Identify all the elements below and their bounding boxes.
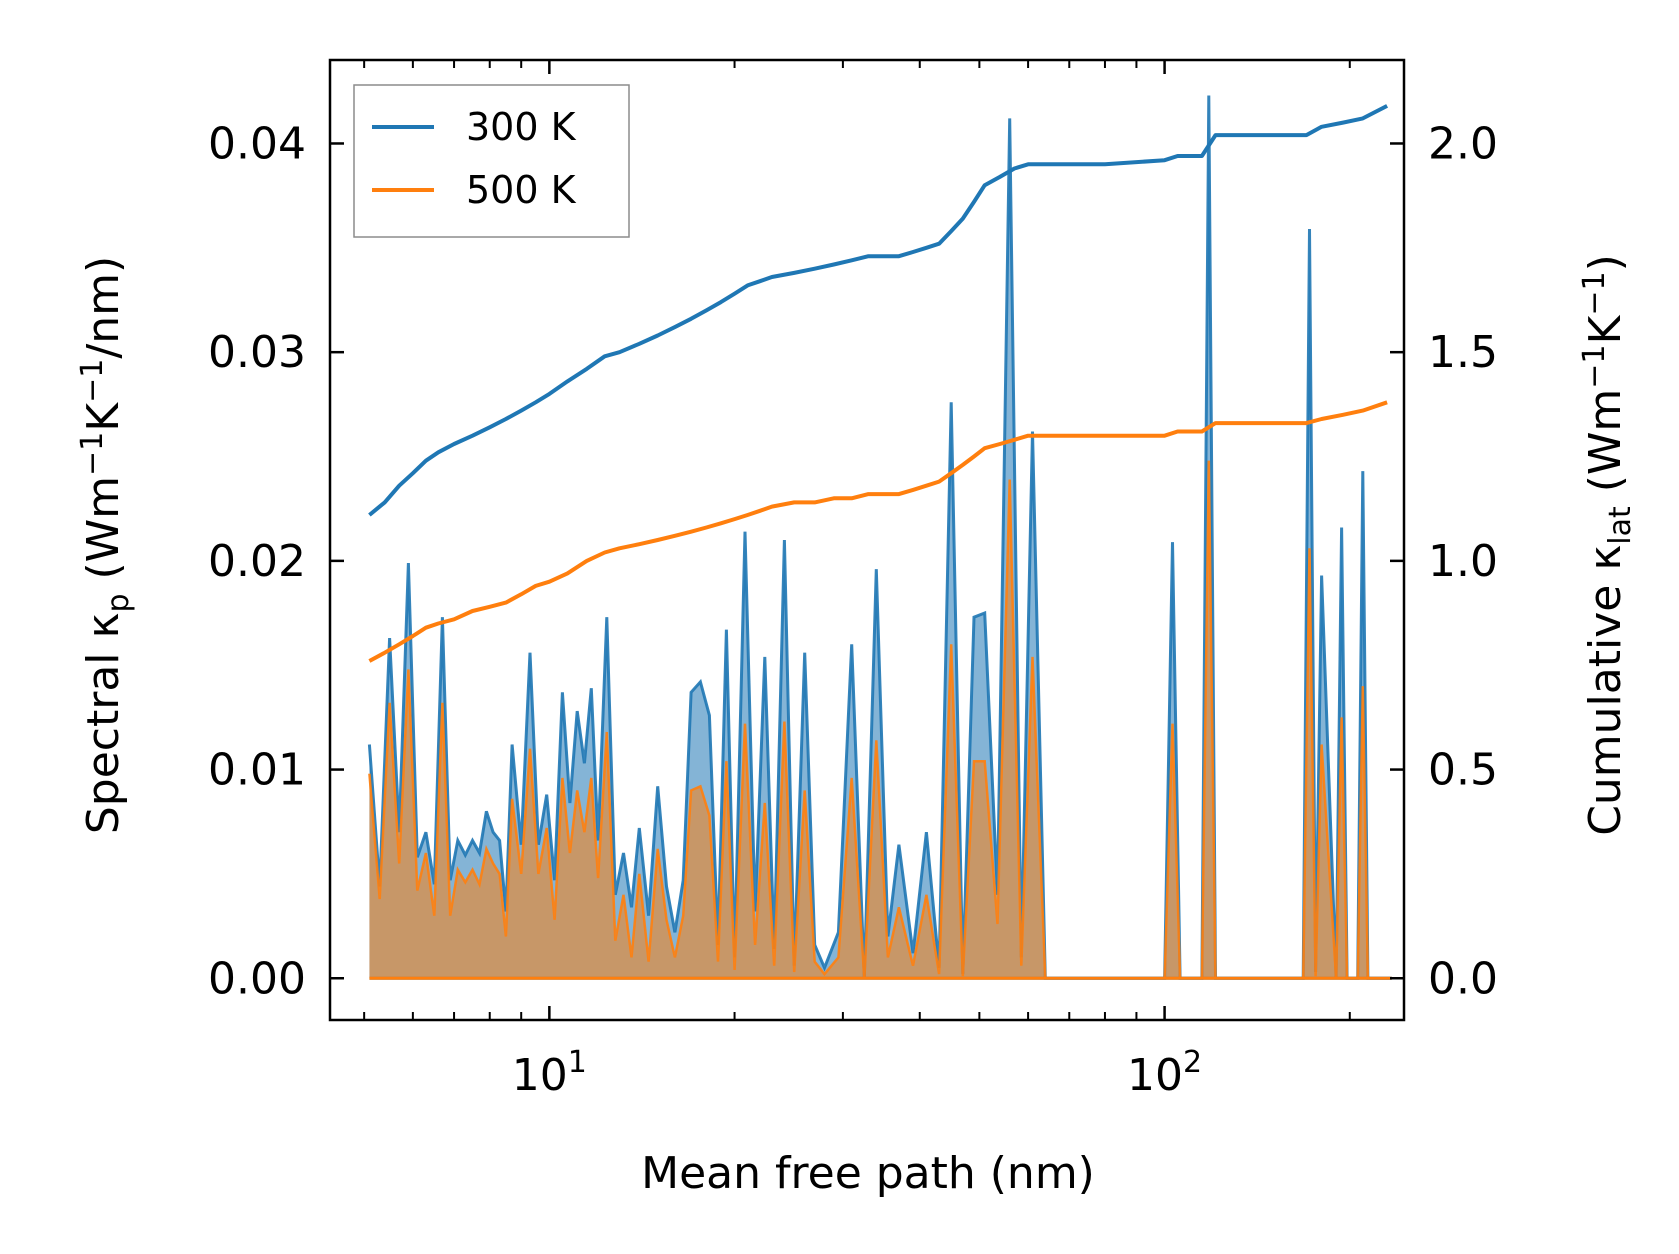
ticks-layer: 0.00 0.01 0.02 0.03 0.04 0.0 0.5 1.0 1.5 2.0 101 10… bbox=[208, 60, 1498, 1101]
y-left-tick-label: 0.02 bbox=[208, 536, 306, 587]
y-axis-title-right: Cumulative κlat(Wm−1K−1) bbox=[1577, 254, 1638, 836]
y-axis-title-left: Spectral κp(Wm−1K−1/nm) bbox=[75, 256, 136, 834]
x-tick-label: 102 bbox=[1127, 1045, 1202, 1101]
x-axis-title: Mean free path (nm) bbox=[641, 1148, 1095, 1199]
x-tick-label: 101 bbox=[512, 1045, 587, 1101]
spectral-layer bbox=[367, 95, 1392, 980]
y-left-tick-label: 0.00 bbox=[208, 953, 306, 1004]
cumulative-line-500k bbox=[368, 400, 1388, 663]
cumulative-line-300k bbox=[368, 104, 1389, 517]
y-right-tick-label: 0.5 bbox=[1428, 745, 1498, 796]
y-left-tick-label: 0.04 bbox=[208, 118, 306, 169]
legend-label-300k: 300 K bbox=[466, 105, 577, 149]
y-right-tick-label: 1.0 bbox=[1428, 536, 1498, 587]
cumulative-layer bbox=[368, 104, 1389, 663]
y-left-tick-label: 0.01 bbox=[208, 745, 306, 796]
plot-frame bbox=[328, 58, 1406, 1022]
spectral-area-500k bbox=[369, 460, 1392, 979]
y-right-tick-label: 0.0 bbox=[1428, 953, 1498, 1004]
y-right-tick-label: 2.0 bbox=[1428, 118, 1498, 169]
legend: 300 K 500 K bbox=[353, 84, 630, 238]
legend-label-500k: 500 K bbox=[466, 168, 577, 212]
legend-box bbox=[353, 84, 630, 238]
y-right-tick-label: 1.5 bbox=[1428, 327, 1498, 378]
y-left-tick-label: 0.03 bbox=[208, 327, 306, 378]
